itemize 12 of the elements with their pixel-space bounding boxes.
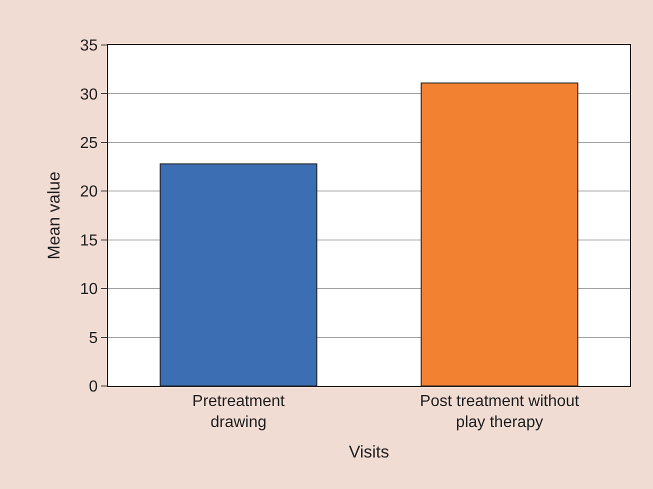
- y-tick-label: 15: [80, 232, 98, 250]
- x-tick-label: Pretreatment drawing: [192, 393, 286, 431]
- y-tick-label: 5: [88, 330, 98, 347]
- y-tick-label: 0: [88, 378, 98, 396]
- y-tick-label: 20: [80, 184, 98, 201]
- x-tick-label: Post treatment without play therapy: [420, 393, 580, 431]
- y-axis-title: Mean value: [44, 172, 64, 260]
- y-tick-label: 10: [80, 281, 98, 298]
- x-axis-title: Visits: [348, 442, 390, 462]
- y-tick-label: 30: [80, 86, 98, 104]
- y-tick-label: 35: [80, 38, 98, 55]
- y-tick-label: 25: [80, 135, 98, 152]
